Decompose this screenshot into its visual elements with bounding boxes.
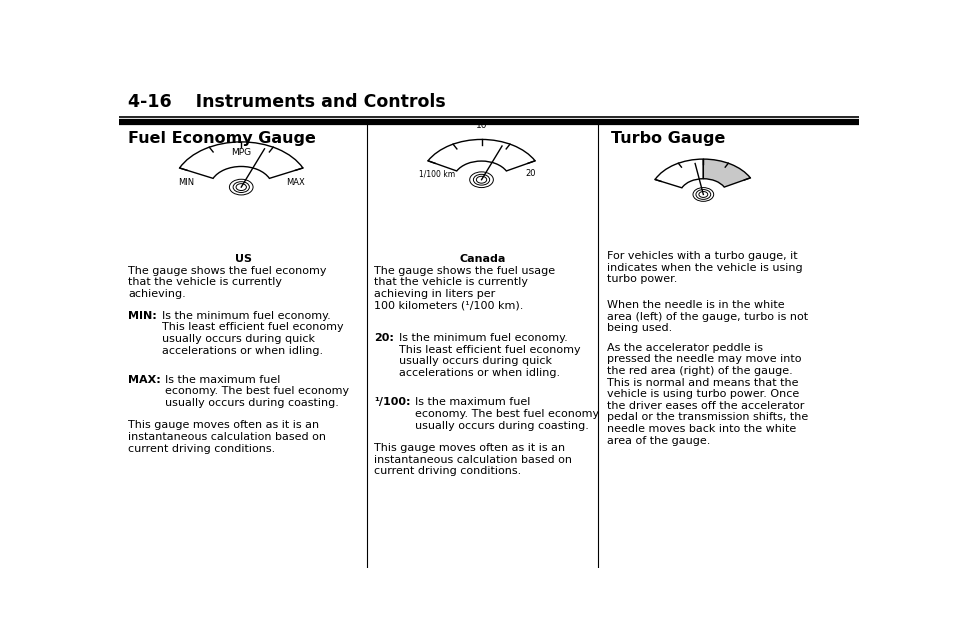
Wedge shape <box>702 159 750 187</box>
Text: 20:: 20: <box>374 333 394 343</box>
Text: Is the maximum fuel
economy. The best fuel economy
usually occurs during coastin: Is the maximum fuel economy. The best fu… <box>165 375 349 408</box>
Text: MPG: MPG <box>231 149 251 158</box>
Text: 20: 20 <box>524 169 535 179</box>
Text: Fuel Economy Gauge: Fuel Economy Gauge <box>128 131 315 145</box>
Text: US: US <box>234 255 252 264</box>
Text: Is the minimum fuel economy.
This least efficient fuel economy
usually occurs du: Is the minimum fuel economy. This least … <box>398 333 579 378</box>
Text: When the needle is in the white
area (left) of the gauge, turbo is not
being use: When the needle is in the white area (le… <box>606 300 807 333</box>
Text: Is the maximum fuel
economy. The best fuel economy
usually occurs during coastin: Is the maximum fuel economy. The best fu… <box>415 397 598 431</box>
Text: For vehicles with a turbo gauge, it
indicates when the vehicle is using
turbo po: For vehicles with a turbo gauge, it indi… <box>606 251 802 284</box>
Text: This gauge moves often as it is an
instantaneous calculation based on
current dr: This gauge moves often as it is an insta… <box>128 420 326 454</box>
Text: ¹/100:: ¹/100: <box>374 397 411 407</box>
Text: MAX:: MAX: <box>128 375 161 385</box>
Wedge shape <box>428 140 535 171</box>
Text: 1/100 km: 1/100 km <box>418 169 455 179</box>
Text: As the accelerator peddle is
pressed the needle may move into
the red area (righ: As the accelerator peddle is pressed the… <box>606 343 807 445</box>
Text: Turbo Gauge: Turbo Gauge <box>610 131 724 145</box>
Text: 10: 10 <box>476 121 487 130</box>
Text: The gauge shows the fuel economy
that the vehicle is currently
achieving.: The gauge shows the fuel economy that th… <box>128 265 326 299</box>
Text: MIN:: MIN: <box>128 311 156 321</box>
Text: MAX: MAX <box>286 177 305 187</box>
Text: MIN: MIN <box>178 177 194 187</box>
Text: This gauge moves often as it is an
instantaneous calculation based on
current dr: This gauge moves often as it is an insta… <box>374 443 572 476</box>
Text: Is the minimum fuel economy.
This least efficient fuel economy
usually occurs du: Is the minimum fuel economy. This least … <box>162 311 343 356</box>
Text: The gauge shows the fuel usage
that the vehicle is currently
achieving in liters: The gauge shows the fuel usage that the … <box>374 265 555 311</box>
Text: 4-16    Instruments and Controls: 4-16 Instruments and Controls <box>128 93 445 111</box>
Text: Canada: Canada <box>459 255 506 264</box>
Wedge shape <box>655 159 702 188</box>
Wedge shape <box>179 142 302 179</box>
